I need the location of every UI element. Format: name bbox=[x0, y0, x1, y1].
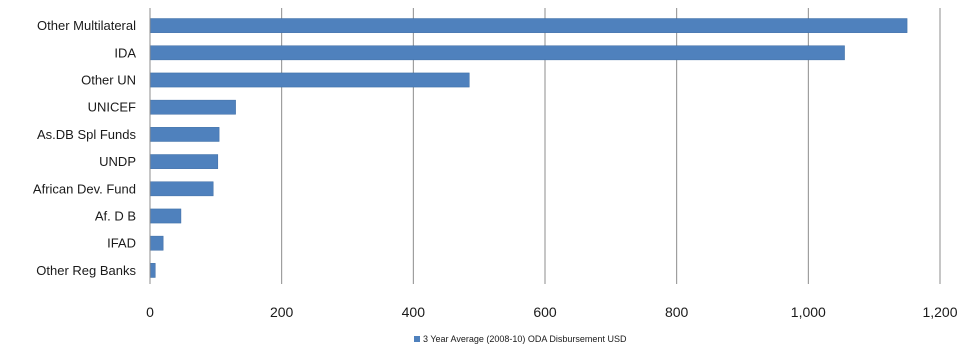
category-label: Af. D B bbox=[95, 209, 136, 224]
category-label: UNDP bbox=[99, 154, 136, 169]
bar bbox=[149, 235, 164, 251]
category-label: IFAD bbox=[107, 236, 136, 251]
x-tick-labels: 0 200 400 600 800 1,000 1,200 bbox=[146, 304, 958, 320]
bar bbox=[149, 181, 214, 197]
x-tick-label: 600 bbox=[533, 304, 557, 320]
legend: 3 Year Average (2008-10) ODA Disbursemen… bbox=[414, 334, 627, 344]
x-tick-label: 1,200 bbox=[922, 304, 957, 320]
x-tick-label: 200 bbox=[270, 304, 294, 320]
category-label: Other UN bbox=[81, 73, 136, 88]
category-label: UNICEF bbox=[88, 100, 136, 115]
bars bbox=[149, 18, 908, 278]
category-label: IDA bbox=[114, 45, 136, 60]
bar bbox=[149, 45, 845, 61]
x-tick-label: 1,000 bbox=[791, 304, 826, 320]
legend-label: 3 Year Average (2008-10) ODA Disbursemen… bbox=[423, 334, 627, 344]
bar bbox=[149, 154, 219, 169]
bar bbox=[149, 72, 470, 88]
bar bbox=[149, 263, 156, 278]
category-label: Other Multilateral bbox=[37, 18, 136, 33]
bar bbox=[149, 127, 220, 142]
category-label: Other Reg Banks bbox=[36, 263, 136, 278]
category-label: As.DB Spl Funds bbox=[37, 127, 136, 142]
x-tick-label: 800 bbox=[665, 304, 689, 320]
x-tick-label: 400 bbox=[402, 304, 426, 320]
x-tick-label: 0 bbox=[146, 304, 154, 320]
legend-swatch bbox=[414, 336, 420, 342]
category-labels: Other Multilateral IDA Other UN UNICEF As.DB… bbox=[33, 18, 137, 278]
bar bbox=[149, 208, 182, 224]
bar bbox=[149, 99, 236, 115]
category-label: African Dev. Fund bbox=[33, 181, 136, 196]
bar bbox=[149, 18, 908, 33]
